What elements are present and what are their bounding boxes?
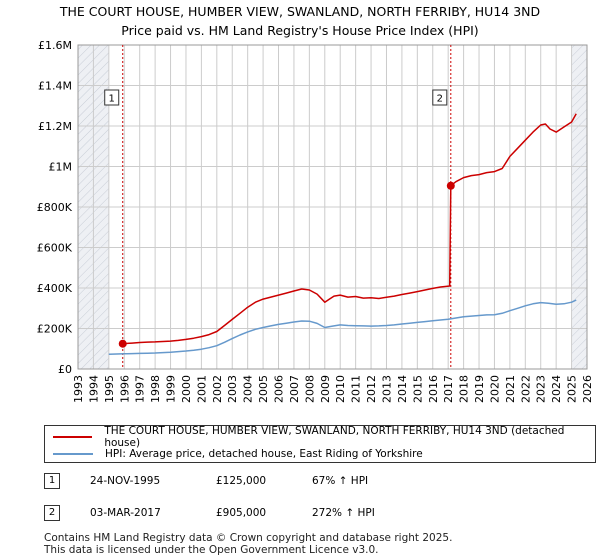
y-tick-label: £1.4M xyxy=(38,80,72,93)
plot-area-border xyxy=(77,44,588,370)
legend-item-hpi: HPI: Average price, detached house, East… xyxy=(53,446,423,462)
price-chart: £0 £200K £400K £600K £800K £1M £1.2M £1.4M £1.6M… xyxy=(37,39,594,403)
x-tick-label: 2012 xyxy=(365,375,378,403)
y-tick-label: £600K xyxy=(37,242,73,255)
x-tick-label: 2022 xyxy=(519,375,532,403)
sale-hpi-change: 67% ↑ HPI xyxy=(312,475,369,487)
x-tick-label: 2024 xyxy=(550,375,563,403)
x-tick-label: 2001 xyxy=(195,375,208,403)
x-tick-label: 2008 xyxy=(303,375,316,403)
y-tick-label: £800K xyxy=(37,201,73,214)
y-tick-label: £1M xyxy=(49,161,73,174)
sale-row: 2 03-MAR-2017 £905,000 272% ↑ HPI xyxy=(44,504,596,524)
x-tick-label: 2010 xyxy=(334,375,347,403)
x-tick-label: 2019 xyxy=(473,375,486,403)
title-line-2: Price paid vs. HM Land Registry's House … xyxy=(121,23,479,38)
sale-label-number: 2 xyxy=(437,94,443,105)
sale-label-box xyxy=(432,89,448,106)
x-tick-label: 2005 xyxy=(257,375,270,403)
x-tick-label: 1997 xyxy=(134,375,147,403)
sale-number-badge: 1 xyxy=(44,473,60,489)
footer-licence: This data is licensed under the Open Gov… xyxy=(44,544,379,556)
y-tick-label: £1.2M xyxy=(38,120,72,133)
x-tick-label: 2021 xyxy=(504,375,517,403)
x-tick-label: 1995 xyxy=(103,375,116,403)
x-tick-label: 2016 xyxy=(427,375,440,403)
sale-date: 03-MAR-2017 xyxy=(90,507,161,519)
x-tick-label: 2023 xyxy=(535,375,548,403)
x-tick-label: 2013 xyxy=(380,375,393,403)
x-tick-label: 2015 xyxy=(411,375,424,403)
x-tick-label: 1998 xyxy=(149,375,162,403)
y-tick-label: £200K xyxy=(37,323,73,336)
sale-label-number: 1 xyxy=(109,94,115,105)
x-tick-label: 2025 xyxy=(566,375,579,403)
legend-swatch-property xyxy=(53,436,93,438)
hpi-line xyxy=(108,299,577,355)
x-tick-label: 2007 xyxy=(288,375,301,403)
x-tick-label: 2017 xyxy=(442,375,455,403)
x-tick-label: 2020 xyxy=(488,375,501,403)
x-tick-label: 1994 xyxy=(87,375,100,403)
x-tick-label: 2026 xyxy=(581,375,594,403)
sale-hpi-change: 272% ↑ HPI xyxy=(312,507,375,519)
legend: THE COURT HOUSE, HUMBER VIEW, SWANLAND, … xyxy=(44,425,596,463)
y-tick-label: £0 xyxy=(58,363,72,376)
y-tick-label: £1.6M xyxy=(38,39,72,52)
legend-swatch-hpi xyxy=(53,453,93,455)
x-tick-label: 2018 xyxy=(458,375,471,403)
x-tick-label: 2000 xyxy=(180,375,193,403)
x-tick-label: 2004 xyxy=(242,375,255,403)
x-tick-label: 1996 xyxy=(118,375,131,403)
sale-row: 1 24-NOV-1995 £125,000 67% ↑ HPI xyxy=(44,472,596,492)
sale-label-box xyxy=(104,89,120,106)
legend-item-property: THE COURT HOUSE, HUMBER VIEW, SWANLAND, … xyxy=(53,425,595,449)
legend-label-property: THE COURT HOUSE, HUMBER VIEW, SWANLAND, … xyxy=(104,425,565,449)
sale-price: £125,000 xyxy=(216,475,267,487)
sale-number-badge: 2 xyxy=(44,505,60,521)
x-tick-label: 2006 xyxy=(273,375,286,403)
footer-copyright: Contains HM Land Registry data © Crown c… xyxy=(44,532,453,544)
legend-label-hpi: HPI: Average price, detached house, East… xyxy=(105,448,423,460)
x-tick-label: 2014 xyxy=(396,375,409,403)
x-tick-label: 2009 xyxy=(319,375,332,403)
x-tick-label: 1999 xyxy=(165,375,178,403)
x-tick-label: 1993 xyxy=(72,375,85,403)
x-tick-label: 2011 xyxy=(350,375,363,403)
sale-date: 24-NOV-1995 xyxy=(90,475,161,487)
title-line-1: THE COURT HOUSE, HUMBER VIEW, SWANLAND, … xyxy=(59,4,541,19)
footer: Contains HM Land Registry data © Crown c… xyxy=(44,532,452,556)
x-tick-label: 2003 xyxy=(226,375,239,403)
y-tick-label: £400K xyxy=(37,282,73,295)
sale-point xyxy=(118,339,127,348)
property-price-line xyxy=(122,113,577,345)
x-tick-label: 2002 xyxy=(211,375,224,403)
sale-price: £905,000 xyxy=(216,507,267,519)
sale-point xyxy=(446,181,455,190)
chart-title: THE COURT HOUSE, HUMBER VIEW, SWANLAND, … xyxy=(0,2,600,40)
